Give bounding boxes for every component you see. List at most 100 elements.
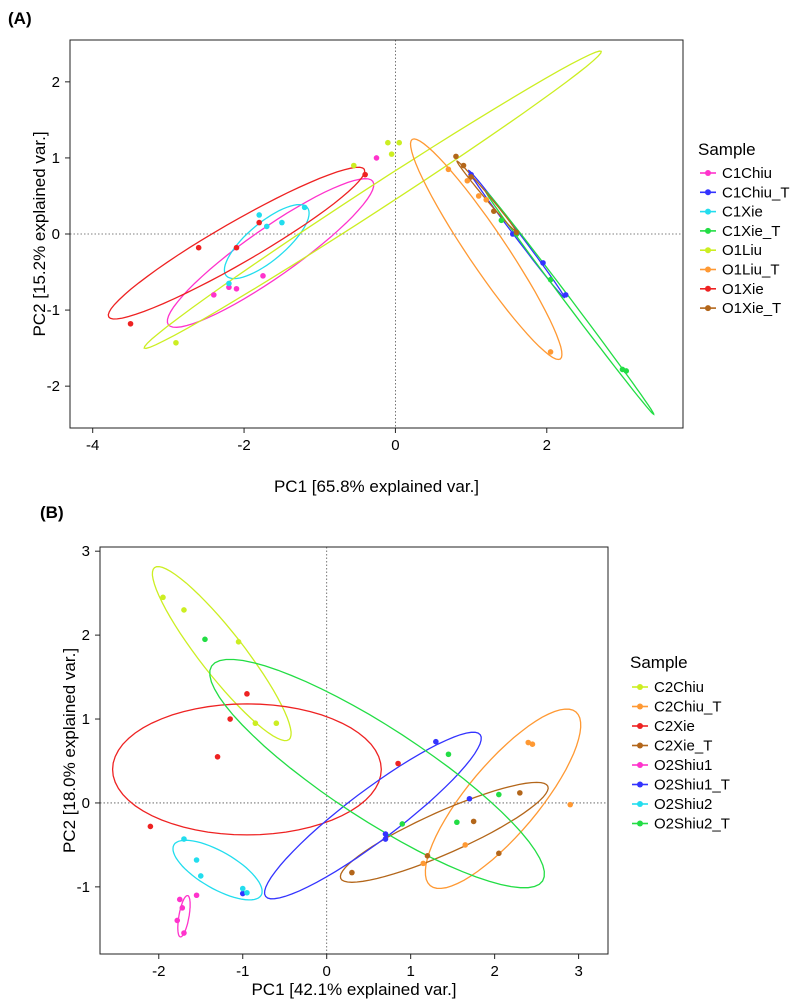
a-ytick-label: -1 (47, 302, 60, 319)
a-point-o1liu-0 (173, 339, 179, 346)
b-point-c2xie-0 (147, 823, 154, 830)
legend-label: C2Chiu (654, 679, 704, 696)
legend-swatch-dot (637, 820, 643, 827)
b-legend-item-c2xie_t: C2Xie_T (632, 738, 712, 755)
legend-swatch-dot (637, 723, 643, 729)
panel-a-label: (A) (8, 9, 32, 28)
legend-label: C1Xie_T (722, 223, 780, 240)
b-legend-item-o2shiu2: O2Shiu2 (632, 796, 712, 813)
b-ytick-label: -1 (77, 879, 90, 896)
b-point-c2chiu-0 (160, 594, 166, 601)
b-x-axis-label: PC1 [42.1% explained var.] (251, 980, 456, 999)
legend-swatch-dot (705, 170, 711, 176)
a-legend-item-c1xie: C1Xie (700, 204, 763, 221)
a-legend-item-c1chiu: C1Chiu (700, 165, 772, 182)
legend-label: O1Xie_T (722, 300, 781, 317)
legend-label: O1Liu (722, 242, 762, 259)
a-point-c1chiu-3 (260, 273, 266, 279)
b-xtick-label: 2 (490, 963, 498, 980)
b-point-o2shiu1-0 (174, 917, 181, 924)
b-point-c2chiu_t-3 (529, 741, 536, 748)
b-point-o2shiu1-2 (179, 905, 186, 911)
a-ellipse-o1xie (107, 166, 366, 320)
legend-label: O1Xie (722, 281, 764, 298)
b-ellipse-c2chiu_t (424, 708, 582, 890)
b-point-c2chiu_t-1 (462, 842, 469, 848)
b-point-o2shiu1-1 (176, 896, 183, 903)
a-point-o1xie-0 (127, 320, 134, 327)
panel-b-label: (B) (40, 503, 64, 522)
a-point-c1xie_t-0 (498, 217, 505, 224)
b-xtick-label: 1 (407, 963, 415, 980)
a-point-o1xie_t-1 (460, 162, 467, 169)
b-point-o2shiu2-3 (239, 885, 246, 892)
a-point-c1xie_t-2 (547, 276, 554, 283)
a-point-c1xie-4 (301, 204, 308, 211)
b-legend-item-c2chiu_t: C2Chiu_T (632, 699, 722, 716)
legend-swatch-dot (637, 781, 643, 788)
a-ellipse-c1xie_t (484, 189, 655, 416)
b-legend-item-c2xie: C2Xie (632, 718, 695, 735)
a-point-o1xie-2 (233, 244, 240, 251)
b-point-o2shiu1_t-3 (433, 738, 439, 745)
b-legend-item-o2shiu1: O2Shiu1 (632, 757, 712, 774)
legend-label: C1Xie (722, 204, 763, 221)
a-ellipse-o1liu (143, 50, 602, 350)
b-xtick-label: 3 (574, 963, 582, 980)
b-point-c2xie_t-4 (517, 790, 523, 796)
a-point-o1xie-1 (195, 244, 202, 251)
legend-swatch-dot (705, 266, 711, 273)
legend-label: C1Chiu (722, 165, 772, 182)
a-ellipse-c1xie (223, 203, 310, 280)
legend-label: O2Shiu2 (654, 796, 712, 813)
a-point-o1xie-4 (362, 171, 368, 178)
b-ellipse-c2xie_t (339, 781, 549, 883)
a-ellipse-o1liu_t (409, 138, 563, 361)
b-ellipse-o2shiu1_t (263, 731, 482, 900)
legend-swatch-dot (637, 801, 643, 807)
b-point-o2shiu2-1 (193, 857, 200, 863)
b-xtick-label: 0 (323, 963, 331, 980)
a-point-o1xie_t-0 (453, 153, 459, 160)
a-point-c1chiu-2 (233, 285, 240, 292)
b-legend-title: Sample (630, 653, 688, 672)
a-point-c1chiu-0 (210, 292, 217, 298)
b-xtick-label: -2 (152, 963, 165, 980)
a-point-c1xie-1 (256, 212, 262, 218)
b-y-axis-label: PC2 [18.0% explained var.] (60, 648, 79, 853)
legend-label: C2Chiu_T (654, 699, 722, 716)
b-ytick-label: 3 (82, 543, 90, 560)
b-point-o2shiu1_t-4 (466, 795, 473, 802)
a-legend-item-c1chiu_t: C1Chiu_T (700, 184, 790, 201)
a-point-o1liu-1 (350, 162, 357, 169)
legend-swatch-dot (637, 762, 643, 768)
panel-a-plot: -4 -2 0 2 -2 -1 0 1 2 PC1 [65.8% explained var.] P… (30, 39, 790, 496)
b-point-c2xie_t-1 (424, 853, 431, 859)
legend-swatch-dot (705, 208, 711, 215)
panel-b-plot: -2 -1 0 1 2 3 -1 0 1 2 3 PC1 [42.1% explained var.]… (60, 543, 730, 999)
a-ellipse-c1chiu (166, 178, 375, 328)
b-xtick-label: -1 (236, 963, 249, 980)
a-xtick-label: -4 (86, 437, 99, 454)
b-legend-item-o2shiu2_t: O2Shiu2_T (632, 816, 730, 833)
a-point-c1xie-0 (226, 280, 232, 287)
a-legend: Sample C1Chiu C1Chiu_T C1Xie C1Xie_T O1Liu O1L… (698, 140, 790, 317)
legend-swatch-dot (705, 285, 711, 292)
b-point-o2shiu1-4 (193, 892, 200, 899)
b-point-o2shiu2-4 (244, 889, 250, 896)
b-ytick-label: 2 (82, 627, 90, 644)
a-ytick-label: -2 (47, 378, 60, 395)
b-plot-frame (99, 546, 609, 955)
b-ellipse-o2shiu2 (172, 839, 263, 901)
b-point-o2shiu2_t-2 (445, 751, 452, 758)
b-point-c2chiu_t-0 (420, 860, 427, 867)
a-point-o1liu-4 (396, 139, 403, 146)
b-point-c2xie-4 (395, 760, 401, 767)
b-point-o2shiu1-3 (181, 930, 187, 936)
b-point-o2shiu1_t-0 (239, 890, 246, 897)
a-legend-item-o1xie_t: O1Xie_T (700, 300, 781, 317)
b-point-c2chiu_t-4 (567, 801, 574, 808)
a-legend-item-c1xie_t: C1Xie_T (700, 223, 780, 240)
legend-swatch-dot (637, 742, 643, 749)
